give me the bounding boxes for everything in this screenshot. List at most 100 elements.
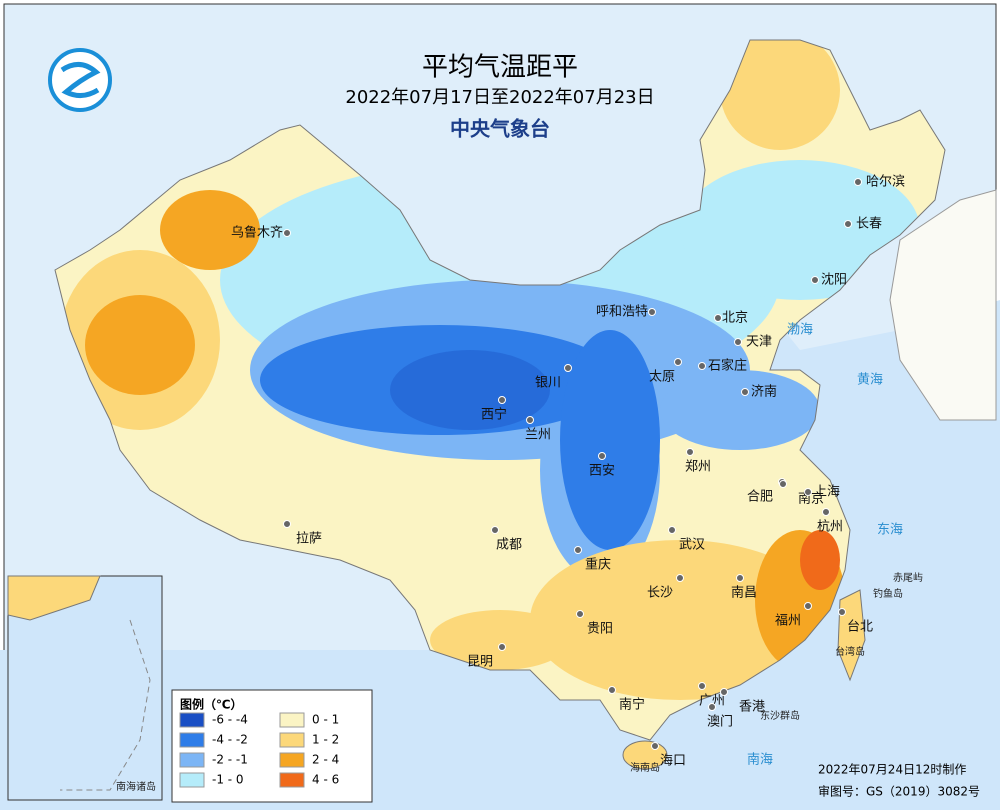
- legend-label: 2 - 4: [312, 753, 339, 767]
- city-dot: [741, 388, 749, 396]
- city-label: 西宁: [481, 407, 507, 423]
- legend-label: 0 - 1: [312, 713, 339, 727]
- city-label: 广州: [699, 694, 725, 709]
- legend-swatch: [179, 772, 205, 788]
- legend-label: -4 - -2: [212, 733, 248, 747]
- city-label: 银川: [535, 376, 561, 391]
- legend-label: -6 - -4: [212, 713, 248, 727]
- city-label: 南宁: [619, 697, 645, 713]
- city-label: 澳门: [707, 714, 733, 730]
- city-dot: [698, 682, 706, 690]
- city-label: 南昌: [731, 585, 757, 601]
- legend-swatch: [179, 712, 205, 728]
- city-dot: [698, 362, 706, 370]
- city-label: 长春: [856, 217, 882, 232]
- legend-swatch: [279, 732, 305, 748]
- city-dot: [714, 314, 722, 322]
- legend-title: 图例（℃）: [180, 697, 243, 712]
- city-dot: [779, 480, 787, 488]
- city-label: 郑州: [685, 460, 711, 475]
- city-dot: [838, 608, 846, 616]
- legend-swatch: [179, 732, 205, 748]
- city-label: 天津: [746, 335, 772, 350]
- city-label: 重庆: [585, 557, 611, 573]
- city-dot: [720, 688, 728, 696]
- city-label: 济南: [751, 384, 777, 400]
- legend-label: 1 - 2: [312, 733, 339, 747]
- city-dot: [674, 358, 682, 366]
- review-number: 审图号：GS（2019）3082号: [818, 784, 980, 799]
- city-label: 福州: [775, 614, 801, 629]
- city-dot: [498, 643, 506, 651]
- place-label: 台湾岛: [835, 645, 865, 658]
- city-label: 上海: [814, 485, 840, 500]
- legend-swatch: [279, 752, 305, 768]
- city-label: 石家庄: [708, 358, 747, 374]
- city-dot: [576, 610, 584, 618]
- logo: [48, 48, 112, 112]
- city-dot: [526, 416, 534, 424]
- city-label: 台北: [847, 620, 873, 635]
- city-dot: [648, 308, 656, 316]
- city-label: 北京: [722, 311, 748, 326]
- city-dot: [804, 602, 812, 610]
- place-label: 赤尾屿: [893, 572, 923, 584]
- city-label: 昆明: [467, 655, 493, 670]
- city-dot: [574, 546, 582, 554]
- city-dot: [564, 364, 572, 372]
- sea-label: 渤海: [787, 322, 813, 338]
- city-dot: [498, 396, 506, 404]
- title: 平均气温距平: [422, 53, 578, 83]
- city-dot: [668, 526, 676, 534]
- city-label: 南京: [798, 491, 824, 507]
- city-dot: [283, 229, 291, 237]
- legend: [171, 689, 373, 803]
- period: 2022年07月17日至2022年07月23日: [345, 87, 654, 108]
- city-dot: [822, 508, 830, 516]
- city-dot: [708, 703, 716, 711]
- city-label: 乌鲁木齐: [231, 225, 283, 241]
- city-dot: [734, 338, 742, 346]
- legend-swatch: [279, 712, 305, 728]
- city-label: 合肥: [747, 490, 773, 505]
- legend-label: -1 - 0: [212, 773, 244, 787]
- city-label: 沈阳: [821, 273, 847, 288]
- city-label: 西安: [589, 464, 615, 479]
- city-label: 成都: [496, 538, 522, 553]
- city-label: 哈尔滨: [866, 174, 905, 190]
- city-dot: [854, 178, 862, 186]
- made-date: 2022年07月24日12时制作: [818, 763, 966, 777]
- city-label: 长沙: [647, 586, 673, 601]
- city-dot: [686, 448, 694, 456]
- inset-label: 南海诸岛: [116, 780, 156, 793]
- city-label: 海口: [660, 754, 686, 769]
- city-label: 武汉: [679, 538, 705, 553]
- city-label: 香港: [739, 700, 765, 715]
- city-dot: [651, 742, 659, 750]
- city-dot: [598, 452, 606, 460]
- place-label: 海南岛: [630, 761, 660, 774]
- place-label: 钓鱼岛: [873, 587, 903, 600]
- legend-swatch: [179, 752, 205, 768]
- legend-swatch: [279, 772, 305, 788]
- city-dot: [283, 520, 291, 528]
- place-label: 东沙群岛: [760, 709, 800, 722]
- city-dot: [608, 686, 616, 694]
- sea-label: 东海: [877, 523, 903, 538]
- legend-label: 4 - 6: [312, 773, 339, 787]
- city-dot: [491, 526, 499, 534]
- city-label: 杭州: [817, 520, 843, 535]
- sea-label: 南海: [747, 752, 773, 768]
- city-dot: [736, 574, 744, 582]
- city-label: 太原: [649, 370, 675, 385]
- city-dot: [804, 488, 812, 496]
- city-dot: [844, 220, 852, 228]
- inset-map: [7, 575, 163, 801]
- city-label: 贵阳: [587, 622, 613, 637]
- city-label: 拉萨: [296, 532, 322, 547]
- sea-label: 黄海: [857, 373, 883, 388]
- korea-land: [889, 189, 997, 421]
- agency: 中央气象台: [450, 117, 550, 141]
- city-dot: [676, 574, 684, 582]
